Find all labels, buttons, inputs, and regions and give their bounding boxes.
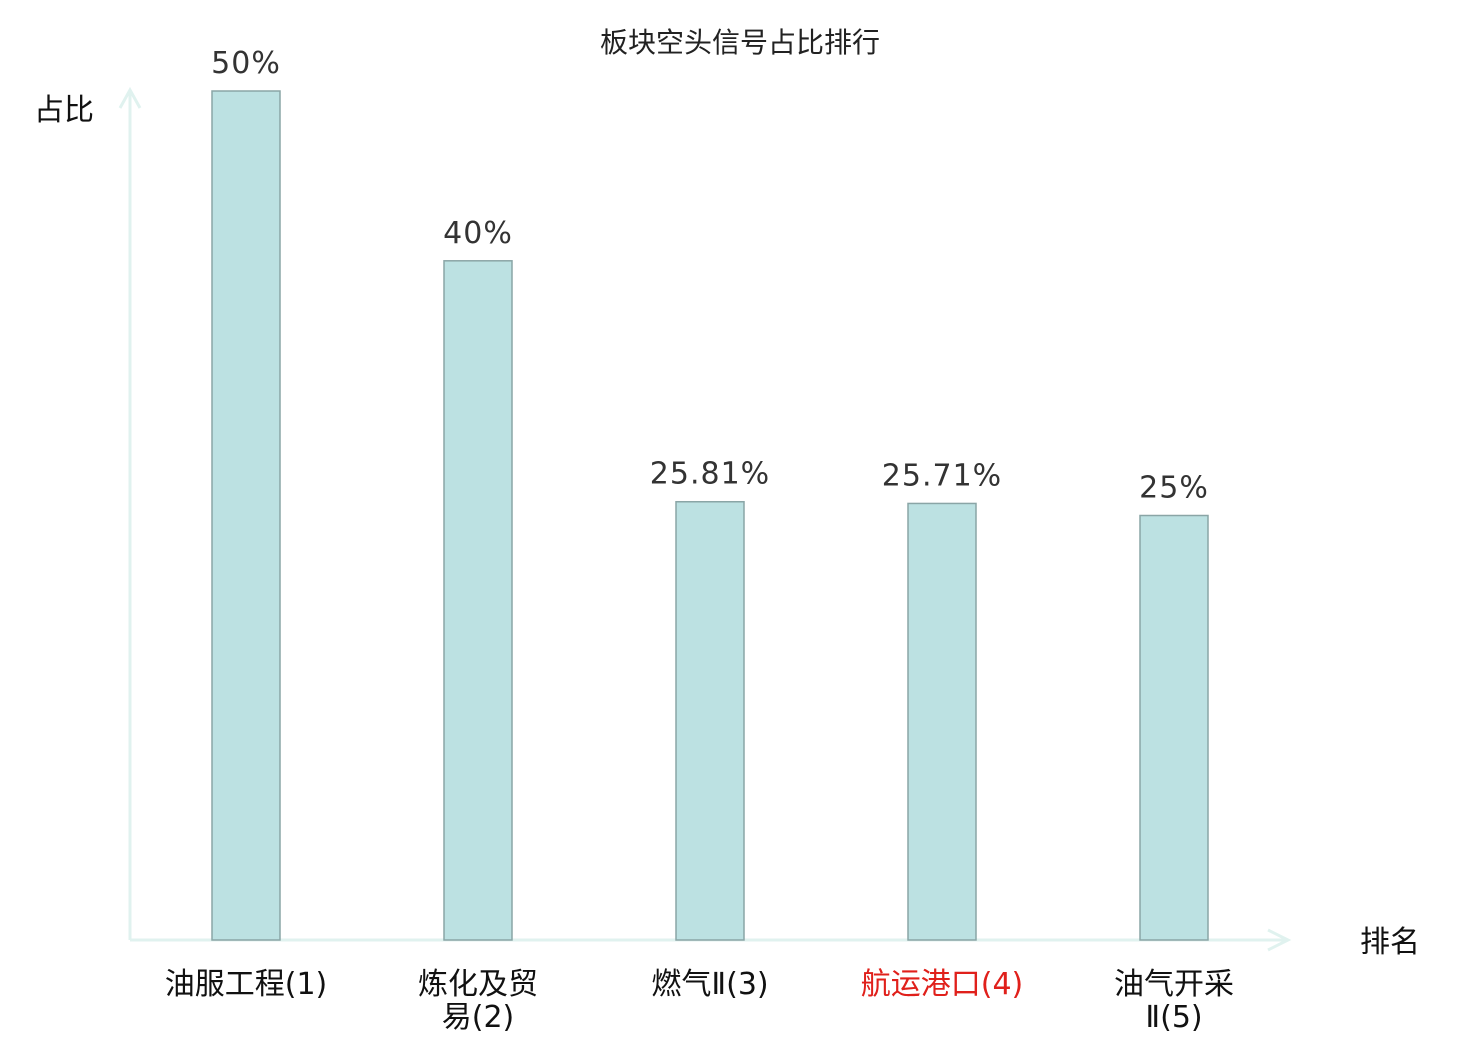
bar-5 (1139, 514, 1209, 941)
bar-2 (443, 260, 513, 941)
y-axis-arrow (118, 86, 142, 109)
category-label-3: 燃气Ⅱ(3) (651, 967, 768, 1002)
category-label-4: 航运港口(4) (861, 967, 1024, 1002)
x-axis-arrow (1267, 928, 1292, 952)
chart-title: 板块空头信号占比排行 (600, 26, 880, 59)
value-label-5: 25% (1139, 471, 1209, 506)
category-labels-group: 油服工程(1) 炼化及贸易(2) 燃气Ⅱ(3) 航运港口(4) 油气开采 Ⅱ(5) (165, 967, 1234, 1035)
value-label-1: 50% (211, 46, 281, 81)
bars-group (211, 90, 1209, 941)
bar-4 (907, 502, 977, 941)
y-axis-label: 占比 (34, 93, 94, 128)
x-axis-label: 排名 (1360, 925, 1420, 960)
value-label-2: 40% (443, 216, 513, 251)
category-label-2: 炼化及贸易(2) (418, 967, 538, 1035)
bar-3 (675, 500, 745, 941)
value-labels-group: 50% 40% 25.81% 25.71% 25% (211, 46, 1209, 506)
value-label-3: 25.81% (650, 457, 770, 492)
value-label-4: 25.71% (882, 458, 1002, 493)
bar-1 (211, 90, 281, 941)
category-label-1: 油服工程(1) (165, 967, 328, 1002)
category-label-5: 油气开采 Ⅱ(5) (1114, 967, 1234, 1035)
